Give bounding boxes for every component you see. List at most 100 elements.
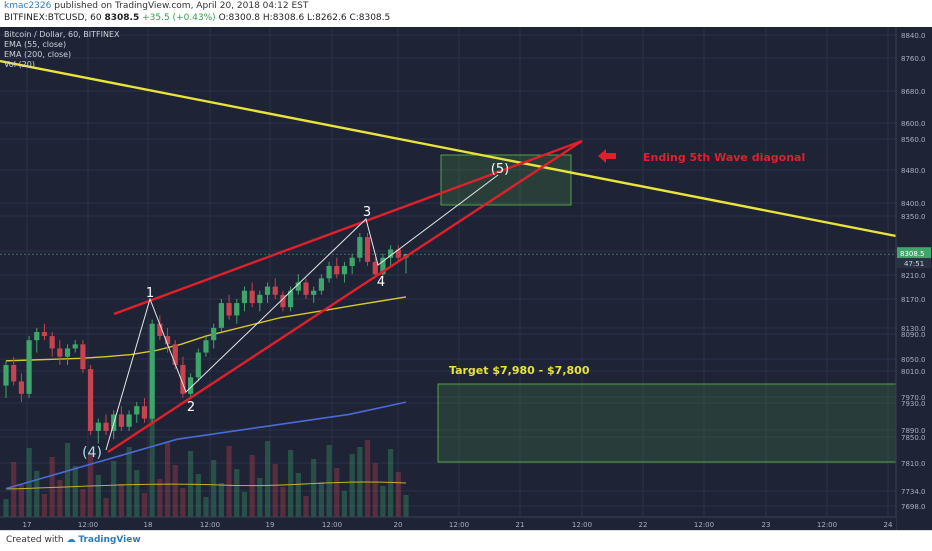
time-axis-bg [0,517,896,530]
volume-bar [157,479,163,517]
price-tick-label: 8680.0 [901,88,926,96]
candle-body [326,265,332,279]
volume-bar [57,480,63,517]
volume-bar [311,459,317,517]
candle-body [172,344,178,365]
volume-bar [172,465,178,517]
volume-bar [203,497,209,517]
volume-bar [395,472,401,517]
lower-wedge-line [107,139,583,454]
volume-bar [403,495,409,517]
candle-body [357,237,363,258]
volume-bar [372,463,378,517]
price-change: +35.5 (+0.43%) [142,13,216,23]
time-tick-label: 12:00 [449,521,469,529]
candle-body [103,422,109,431]
candle-body [264,286,271,295]
candle-body [380,257,386,275]
candle-body [157,323,163,337]
volume-bar [272,464,278,517]
volume-bar [164,442,171,517]
volume-bar [118,484,124,517]
footer-bar: Created with ☁ TradingView [0,530,932,551]
volume-bar [195,474,201,517]
volume-bar [264,441,271,517]
volume-bar [388,449,394,517]
time-tick-label: 12:00 [322,521,342,529]
volume-bar [88,452,94,517]
publish-line: kmac2326 published on TradingView.com, A… [4,1,308,11]
grid-lines [0,27,896,517]
candle-body [280,294,286,308]
candle-body [80,344,86,370]
created-with-text: Created with [6,535,64,545]
candle-body [18,381,24,394]
published-text: published on TradingView.com, April 20, … [54,1,309,11]
candle-body [218,303,224,328]
candle-body [203,340,209,353]
price-tick-label: 7970.0 [901,394,926,402]
volume-bar [11,462,17,517]
volume-bar [349,454,355,517]
tradingview-brand[interactable]: TradingView [78,535,141,545]
ending-diagonal-annotation: Ending 5th Wave diagonal [643,151,805,164]
candle-body [303,282,309,295]
candle-body [134,406,140,415]
volume-bar [326,445,332,517]
price-tick-label: 7698.0 [901,503,926,511]
time-tick-label: 20 [394,521,403,529]
last-price-label: 8308.5 [900,250,925,258]
volume-bar [41,494,48,517]
time-tick-label: 23 [762,521,771,529]
volume-bar [34,471,40,517]
volume-bar [72,466,78,517]
time-axis[interactable]: 17 12:00 18 12:00 19 12:00 20 12:00 21 12:00 22 12:… [0,516,896,530]
price-tick-label: 8840.0 [901,32,926,40]
chart-area[interactable]: (4) 1 2 3 4 (5) Ending 5th Wave diagonal Target… [0,27,932,530]
wave-label: 4 [377,275,385,290]
price-tick-label: 7734.0 [901,488,926,496]
wave-label: (5) [491,162,509,177]
ema200-line [5,401,407,490]
volume-bar [341,491,348,517]
wave-label: (4) [82,445,102,461]
time-tick-label: 21 [516,521,525,529]
chart-legend: Bitcoin / Dollar, 60, BITFINEX EMA (55, … [4,30,119,70]
volume-bar [280,487,286,517]
price-tick-label: 8350.0 [901,213,926,221]
price-tick-label: 8760.0 [901,55,926,63]
candle-body [364,237,371,262]
candle-body [372,261,378,275]
candle-body [188,377,194,394]
candle-body [395,249,401,258]
volume-bar [241,492,248,517]
price-tick-label: 8600.0 [901,120,926,128]
symbol-label: BITFINEX:BTCUSD, 60 [4,13,102,23]
volume-bar [3,499,9,517]
volume-bar [380,486,386,517]
volume-bar [180,488,186,517]
volume-bar [295,473,301,517]
price-tick-label: 7890.0 [901,427,926,435]
price-tick-label: 8010.0 [901,368,926,376]
candle-body [295,282,301,291]
price-tick-label: 8090.0 [901,331,926,339]
volume-bar [334,468,340,517]
candle-body [241,290,248,304]
target-zone-lower [437,383,897,463]
legend-title: Bitcoin / Dollar, 60, BITFINEX [4,30,120,39]
price-tick-label: 7810.0 [901,460,926,468]
candle-body [11,364,17,382]
time-tick-label: 19 [266,521,275,529]
candle-body [126,414,132,427]
price-axis[interactable]: 8840.0 8760.0 8680.0 8600.0 8560.0 8480.0 8400… [895,27,932,530]
price-value: 8308.5 [104,13,140,23]
candle-body [34,331,40,341]
author-link[interactable]: kmac2326 [4,1,52,11]
last-price-tag [897,247,931,259]
legend-ema55: EMA (55, close) [4,40,67,49]
volume-bar [134,470,140,517]
volume-bar [126,447,132,517]
candle-body [149,323,155,419]
